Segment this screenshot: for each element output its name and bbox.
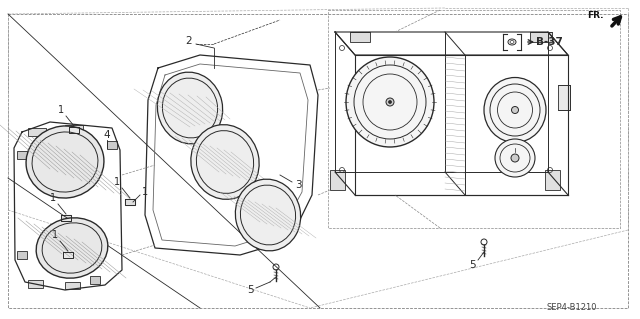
Text: 1: 1 [52, 230, 58, 240]
Bar [65, 282, 80, 289]
Text: 3: 3 [294, 180, 301, 190]
Ellipse shape [495, 139, 535, 177]
Text: FR.: FR. [587, 11, 604, 20]
Bar [558, 85, 570, 110]
Bar [350, 32, 370, 42]
Bar [107, 141, 117, 149]
Bar [530, 32, 552, 42]
Polygon shape [125, 199, 135, 205]
Text: B-37: B-37 [536, 37, 563, 47]
Ellipse shape [236, 179, 301, 251]
Text: 1: 1 [58, 105, 64, 115]
Text: 1: 1 [50, 193, 56, 203]
Polygon shape [63, 252, 73, 258]
Polygon shape [61, 215, 71, 221]
Ellipse shape [511, 154, 519, 162]
Ellipse shape [346, 57, 434, 147]
Bar [17, 151, 27, 159]
Bar [28, 280, 43, 288]
Bar [545, 170, 560, 190]
Ellipse shape [386, 98, 394, 106]
Text: 1: 1 [114, 177, 120, 187]
Text: 2: 2 [186, 36, 192, 46]
Text: 1: 1 [142, 187, 148, 197]
Bar [330, 170, 345, 190]
Bar [17, 251, 27, 259]
Text: 5: 5 [246, 285, 253, 295]
Ellipse shape [511, 107, 518, 114]
Text: 5: 5 [468, 260, 476, 270]
Bar [90, 276, 100, 284]
Bar [28, 128, 46, 136]
Text: 4: 4 [104, 130, 110, 140]
Ellipse shape [191, 125, 259, 199]
Ellipse shape [484, 78, 546, 143]
Bar [65, 125, 83, 132]
Ellipse shape [157, 72, 223, 144]
Ellipse shape [26, 126, 104, 198]
Ellipse shape [36, 218, 108, 278]
Polygon shape [69, 127, 79, 133]
Ellipse shape [388, 100, 392, 103]
Text: SEP4-B1210: SEP4-B1210 [547, 303, 597, 313]
